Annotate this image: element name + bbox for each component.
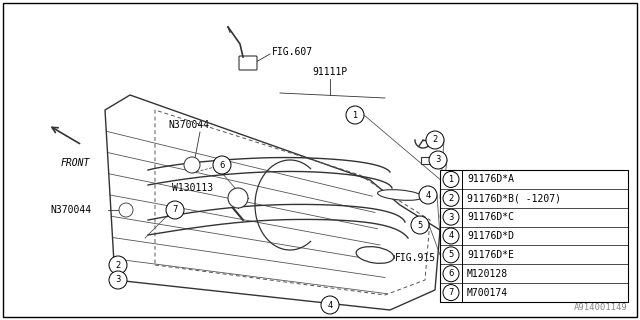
Circle shape bbox=[228, 188, 248, 208]
Text: 5: 5 bbox=[417, 220, 422, 229]
Text: N370044: N370044 bbox=[168, 120, 209, 130]
Circle shape bbox=[213, 156, 231, 174]
Circle shape bbox=[443, 209, 459, 225]
Circle shape bbox=[321, 296, 339, 314]
Bar bbox=[421, 157, 431, 164]
Text: 91176D*E: 91176D*E bbox=[467, 250, 514, 260]
Text: A914001149: A914001149 bbox=[574, 303, 628, 312]
Circle shape bbox=[184, 157, 200, 173]
Text: M700174: M700174 bbox=[467, 288, 508, 298]
Text: 91176D*B( -1207): 91176D*B( -1207) bbox=[467, 193, 561, 203]
Text: 2: 2 bbox=[449, 194, 454, 203]
Text: 6: 6 bbox=[220, 161, 225, 170]
Circle shape bbox=[119, 203, 133, 217]
Bar bbox=[440, 170, 628, 302]
Circle shape bbox=[443, 247, 459, 263]
Text: N370044: N370044 bbox=[50, 205, 91, 215]
Text: 3: 3 bbox=[448, 213, 454, 222]
Text: 5: 5 bbox=[449, 250, 454, 259]
Ellipse shape bbox=[356, 247, 394, 263]
Ellipse shape bbox=[378, 190, 422, 200]
Text: 91176D*C: 91176D*C bbox=[467, 212, 514, 222]
Circle shape bbox=[443, 266, 459, 282]
Text: 6: 6 bbox=[448, 269, 454, 278]
Text: 4: 4 bbox=[328, 300, 333, 309]
Circle shape bbox=[443, 190, 459, 206]
Text: 2: 2 bbox=[115, 260, 120, 269]
Circle shape bbox=[109, 256, 127, 274]
Text: 3: 3 bbox=[435, 156, 441, 164]
Circle shape bbox=[443, 284, 459, 300]
Circle shape bbox=[419, 186, 437, 204]
Text: 2: 2 bbox=[433, 135, 438, 145]
Text: FRONT: FRONT bbox=[60, 158, 90, 168]
Circle shape bbox=[429, 151, 447, 169]
Circle shape bbox=[166, 201, 184, 219]
Text: 7: 7 bbox=[448, 288, 454, 297]
Text: 7: 7 bbox=[172, 205, 178, 214]
Text: 3: 3 bbox=[115, 276, 121, 284]
Circle shape bbox=[443, 228, 459, 244]
Circle shape bbox=[443, 172, 459, 188]
Text: 91176D*A: 91176D*A bbox=[467, 174, 514, 184]
Text: W130113: W130113 bbox=[172, 183, 213, 193]
Text: 4: 4 bbox=[426, 190, 431, 199]
Text: 91111P: 91111P bbox=[312, 67, 348, 77]
Text: 1: 1 bbox=[353, 110, 358, 119]
Text: FIG.915: FIG.915 bbox=[395, 253, 436, 263]
Circle shape bbox=[426, 131, 444, 149]
Circle shape bbox=[109, 271, 127, 289]
Text: FIG.607: FIG.607 bbox=[272, 47, 313, 57]
Text: M120128: M120128 bbox=[467, 269, 508, 279]
Circle shape bbox=[411, 216, 429, 234]
Text: 91176D*D: 91176D*D bbox=[467, 231, 514, 241]
Text: 4: 4 bbox=[449, 231, 454, 241]
FancyBboxPatch shape bbox=[239, 56, 257, 70]
Text: 1: 1 bbox=[449, 175, 454, 184]
Circle shape bbox=[346, 106, 364, 124]
